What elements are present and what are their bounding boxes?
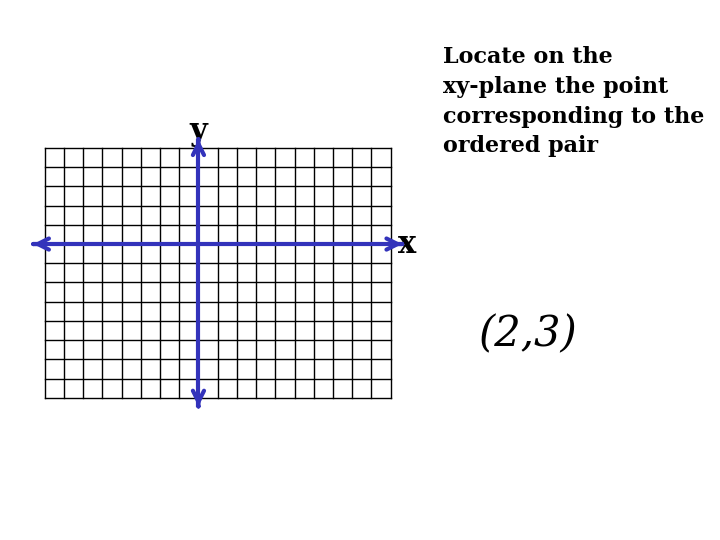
Text: y: y: [189, 116, 207, 147]
Text: Locate on the
xy-plane the point
corresponding to the
ordered pair: Locate on the xy-plane the point corresp…: [443, 46, 704, 157]
Text: (2,3): (2,3): [478, 314, 577, 355]
Text: x: x: [398, 228, 416, 260]
